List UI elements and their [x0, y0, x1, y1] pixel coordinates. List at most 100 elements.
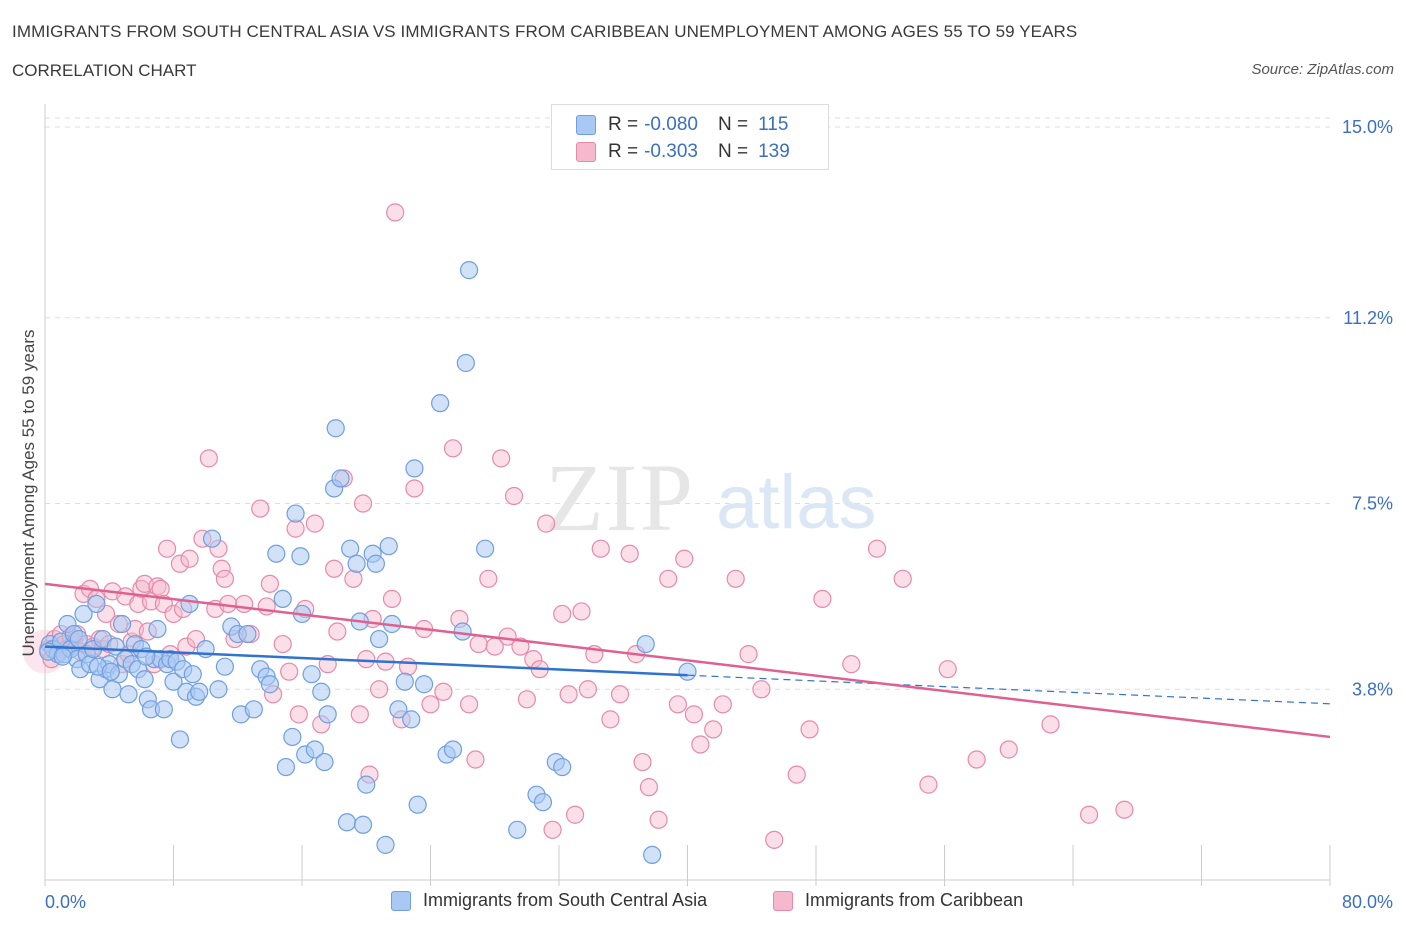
- data-point: [215, 657, 234, 676]
- data-point: [456, 353, 475, 373]
- data-point: [443, 740, 463, 759]
- data-point: [639, 778, 659, 797]
- data-point: [350, 705, 369, 724]
- data-point: [164, 604, 183, 624]
- y-tick-label-1: 7.5%: [1352, 494, 1393, 514]
- data-point: [74, 604, 93, 624]
- data-point: [170, 554, 190, 573]
- data-point: [119, 685, 138, 704]
- r-value: -0.303: [644, 141, 698, 162]
- data-point: [305, 514, 324, 533]
- data-point: [251, 499, 270, 518]
- data-point: [1115, 800, 1134, 819]
- data-point: [421, 695, 440, 714]
- data-point: [601, 710, 620, 729]
- y-axis-tick-labels: 3.8% 7.5% 11.2% 15.0%: [1342, 117, 1393, 699]
- data-point: [337, 813, 357, 832]
- data-point: [678, 662, 697, 681]
- data-point: [893, 569, 912, 588]
- data-point: [553, 757, 572, 777]
- data-point: [170, 730, 190, 749]
- y-tick-label-0: 3.8%: [1352, 679, 1393, 699]
- data-point: [267, 544, 286, 563]
- data-point: [87, 594, 106, 614]
- data-point: [180, 594, 199, 614]
- data-point: [353, 494, 373, 513]
- data-point: [704, 720, 723, 739]
- data-point: [765, 830, 784, 849]
- legend-item-caribbean[interactable]: Immigrants from Caribbean: [773, 890, 1023, 911]
- data-point: [286, 519, 305, 538]
- legend-item-south-central-asia[interactable]: Immigrants from South Central Asia: [391, 890, 707, 911]
- data-point: [398, 657, 418, 676]
- data-point: [331, 469, 350, 488]
- data-point: [999, 740, 1018, 759]
- data-point: [636, 634, 655, 654]
- watermark: ZIP atlas: [545, 444, 877, 551]
- stats-row-south-central-asia: R = -0.080 N = 115: [576, 113, 788, 137]
- source-credit: Source: ZipAtlas.com: [1251, 61, 1394, 78]
- series-south-central-asia-points: [39, 261, 697, 865]
- data-point: [190, 682, 209, 701]
- data-point: [543, 820, 562, 839]
- data-point: [408, 795, 427, 814]
- data-point: [202, 529, 222, 548]
- x-tick-label-min: 0.0%: [45, 892, 86, 912]
- data-point: [315, 752, 334, 772]
- watermark-atlas: atlas: [716, 460, 877, 545]
- data-point: [402, 710, 421, 729]
- data-point: [649, 810, 668, 829]
- data-point: [508, 820, 527, 839]
- data-point: [280, 662, 299, 681]
- data-point: [289, 705, 308, 724]
- data-point: [559, 685, 578, 704]
- data-point: [325, 559, 344, 578]
- data-point: [633, 752, 652, 772]
- n-value: 139: [758, 141, 790, 162]
- data-point: [357, 775, 376, 794]
- data-point: [414, 675, 434, 694]
- data-point: [157, 539, 177, 558]
- trend-line-caribbean: [44, 582, 1331, 739]
- data-point: [787, 765, 806, 784]
- data-point: [386, 203, 405, 222]
- data-point: [305, 740, 324, 759]
- data-point: [235, 594, 254, 614]
- data-point: [643, 845, 662, 865]
- data-point: [578, 680, 598, 699]
- data-point: [328, 622, 347, 641]
- data-point: [938, 660, 957, 679]
- data-point: [180, 549, 199, 568]
- data-point: [389, 700, 408, 719]
- data-point: [273, 634, 292, 654]
- data-point: [199, 449, 218, 468]
- data-point: [479, 569, 498, 588]
- data-point: [273, 589, 292, 609]
- data-point: [498, 627, 517, 646]
- data-point: [382, 589, 402, 609]
- data-point: [209, 680, 228, 699]
- data-point: [668, 695, 687, 714]
- data-point: [565, 805, 585, 824]
- data-point: [341, 539, 360, 558]
- data-point: [511, 637, 530, 656]
- data-point: [312, 682, 331, 701]
- data-point: [675, 549, 694, 568]
- data-point: [260, 574, 279, 593]
- data-point: [469, 634, 488, 654]
- data-point: [318, 705, 337, 724]
- data-point: [813, 589, 832, 609]
- data-point: [112, 614, 132, 634]
- data-point: [344, 569, 363, 588]
- data-point: [260, 675, 279, 694]
- trend-lines: [44, 582, 1331, 739]
- data-point: [370, 629, 389, 649]
- data-point: [431, 394, 450, 413]
- data-point: [459, 695, 479, 714]
- data-point: [257, 597, 276, 616]
- data-point: [405, 459, 424, 478]
- r-label: R =: [608, 141, 639, 162]
- data-point: [459, 261, 479, 280]
- data-point: [967, 750, 986, 769]
